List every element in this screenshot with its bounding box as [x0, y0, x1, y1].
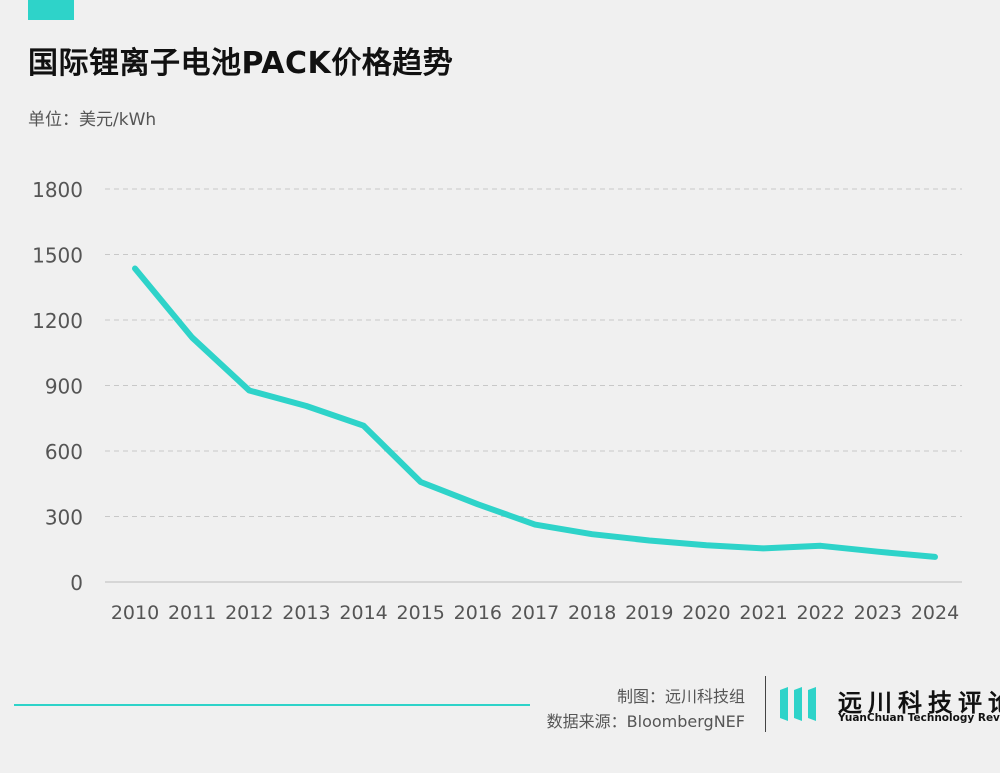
- credit-maker: 制图：远川科技组: [616, 687, 745, 706]
- x-tick-label: 2023: [854, 602, 902, 624]
- x-tick-label: 2024: [911, 602, 959, 624]
- y-tick-label: 0: [70, 571, 83, 595]
- footer-accent-line: [14, 704, 530, 706]
- x-tick-label: 2019: [625, 602, 673, 624]
- series-line-0: [132, 265, 938, 560]
- x-tick-label: 2014: [339, 602, 387, 624]
- x-tick-label: 2021: [739, 602, 787, 624]
- x-tick-label: 2015: [397, 602, 445, 624]
- x-tick-label: 2013: [282, 602, 330, 624]
- y-axis-ticks: 0 300 600 900 1200 1500 1800: [32, 178, 83, 595]
- grid-lines: [105, 188, 962, 583]
- credit-source: 数据来源：BloombergNEF: [546, 712, 745, 731]
- top-accent-block: [28, 0, 74, 20]
- series-layer: [132, 265, 938, 560]
- x-tick-label: 2012: [225, 602, 273, 624]
- y-tick-label: 1500: [32, 244, 83, 268]
- x-tick-label: 2011: [168, 602, 216, 624]
- brand-name-cn: 远川科技评论: [838, 689, 1000, 717]
- y-tick-label: 1800: [32, 178, 83, 202]
- yuanchuan-logo-icon: [780, 687, 816, 721]
- x-axis-ticks: 2010 2011 2012 2013 2014 2015 2016 2017 2018 2019…: [111, 602, 959, 624]
- x-tick-label: 2016: [454, 602, 502, 624]
- x-tick-label: 2018: [568, 602, 616, 624]
- x-tick-label: 2017: [511, 602, 559, 624]
- unit-label: 单位：美元/kWh: [28, 110, 157, 130]
- x-tick-label: 2010: [111, 602, 159, 624]
- brand-name-en: YuanChuan Technology Review: [838, 712, 1000, 724]
- footer-divider: [765, 676, 766, 732]
- y-tick-label: 1200: [32, 309, 83, 333]
- y-tick-label: 900: [45, 375, 83, 399]
- x-tick-label: 2022: [797, 602, 845, 624]
- x-tick-label: 2020: [682, 602, 730, 624]
- y-tick-label: 600: [45, 440, 83, 464]
- y-tick-label: 300: [45, 506, 83, 530]
- chart-title: 国际锂离子电池PACK价格趋势: [28, 46, 454, 81]
